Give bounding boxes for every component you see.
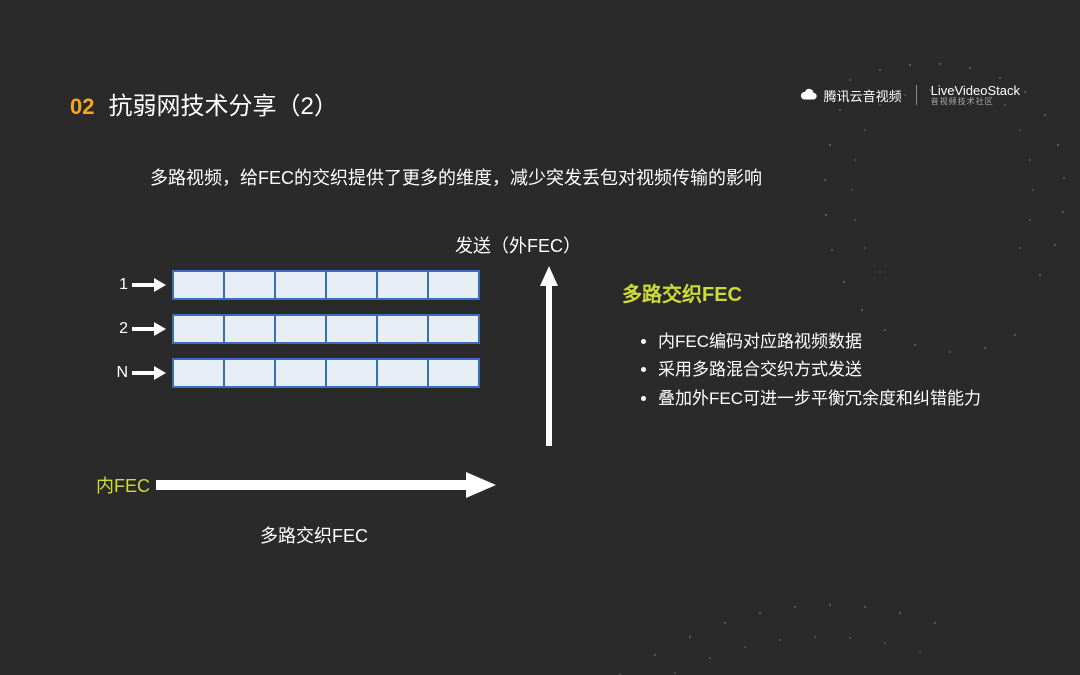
cell-strip	[172, 314, 480, 344]
cell	[327, 272, 378, 298]
bullet-item: 内FEC编码对应路视频数据	[658, 329, 1022, 355]
cell	[378, 360, 429, 386]
cell	[174, 360, 225, 386]
inner-fec-row: 内FEC	[96, 472, 496, 498]
cell	[276, 272, 327, 298]
cell	[276, 360, 327, 386]
diagram: 1 2 N	[100, 230, 580, 388]
cell	[174, 316, 225, 342]
cell	[378, 316, 429, 342]
right-title: 多路交织FEC	[622, 278, 1022, 307]
cell	[225, 272, 276, 298]
data-row: 2	[100, 314, 580, 344]
decorative-dots-bottom-icon	[600, 555, 960, 675]
bullet-item: 叠加外FEC可进一步平衡冗余度和纠错能力	[658, 386, 1022, 412]
cell	[327, 316, 378, 342]
cell	[225, 360, 276, 386]
data-row: N	[100, 358, 580, 388]
cell	[174, 272, 225, 298]
row-label: 1	[100, 276, 128, 294]
logos: 腾讯云音视频 LiveVideoStack 音视频技术社区	[800, 84, 1020, 106]
data-row: 1	[100, 270, 580, 300]
title-text: 抗弱网技术分享（2）	[108, 86, 337, 121]
bullet-item: 采用多路混合交织方式发送	[658, 357, 1022, 383]
cell-strip	[172, 270, 480, 300]
row-arrow-icon	[132, 277, 166, 293]
cell	[429, 360, 478, 386]
inner-fec-label: 内FEC	[96, 472, 150, 498]
cell	[225, 316, 276, 342]
title-number: 02	[70, 94, 94, 120]
bottom-label: 多路交织FEC	[260, 522, 368, 548]
row-label: N	[100, 364, 128, 382]
row-label: 2	[100, 320, 128, 338]
logo-tencent-text: 腾讯云音视频	[824, 86, 902, 105]
logo-lvs: LiveVideoStack 音视频技术社区	[931, 84, 1020, 106]
slide: 02 抗弱网技术分享（2） 腾讯云音视频 LiveVideoStack 音视频技…	[0, 0, 1080, 675]
logo-lvs-sub: 音视频技术社区	[931, 98, 1020, 106]
right-column: 多路交织FEC 内FEC编码对应路视频数据采用多路混合交织方式发送叠加外FEC可…	[622, 278, 1022, 414]
cell	[276, 316, 327, 342]
row-arrow-icon	[132, 321, 166, 337]
right-bullet-list: 内FEC编码对应路视频数据采用多路混合交织方式发送叠加外FEC可进一步平衡冗余度…	[622, 329, 1022, 412]
title-row: 02 抗弱网技术分享（2）	[70, 86, 338, 121]
row-arrow-icon	[132, 365, 166, 381]
cell	[378, 272, 429, 298]
cell	[429, 272, 478, 298]
logo-tencent: 腾讯云音视频	[800, 86, 902, 105]
logo-lvs-main: LiveVideoStack	[931, 83, 1020, 98]
right-arrow-icon	[156, 472, 496, 498]
cloud-icon	[800, 86, 818, 104]
logo-divider	[916, 85, 917, 105]
cell-strip	[172, 358, 480, 388]
subtitle: 多路视频，给FEC的交织提供了更多的维度，减少突发丢包对视频传输的影响	[150, 164, 762, 190]
cell	[327, 360, 378, 386]
cell	[429, 316, 478, 342]
